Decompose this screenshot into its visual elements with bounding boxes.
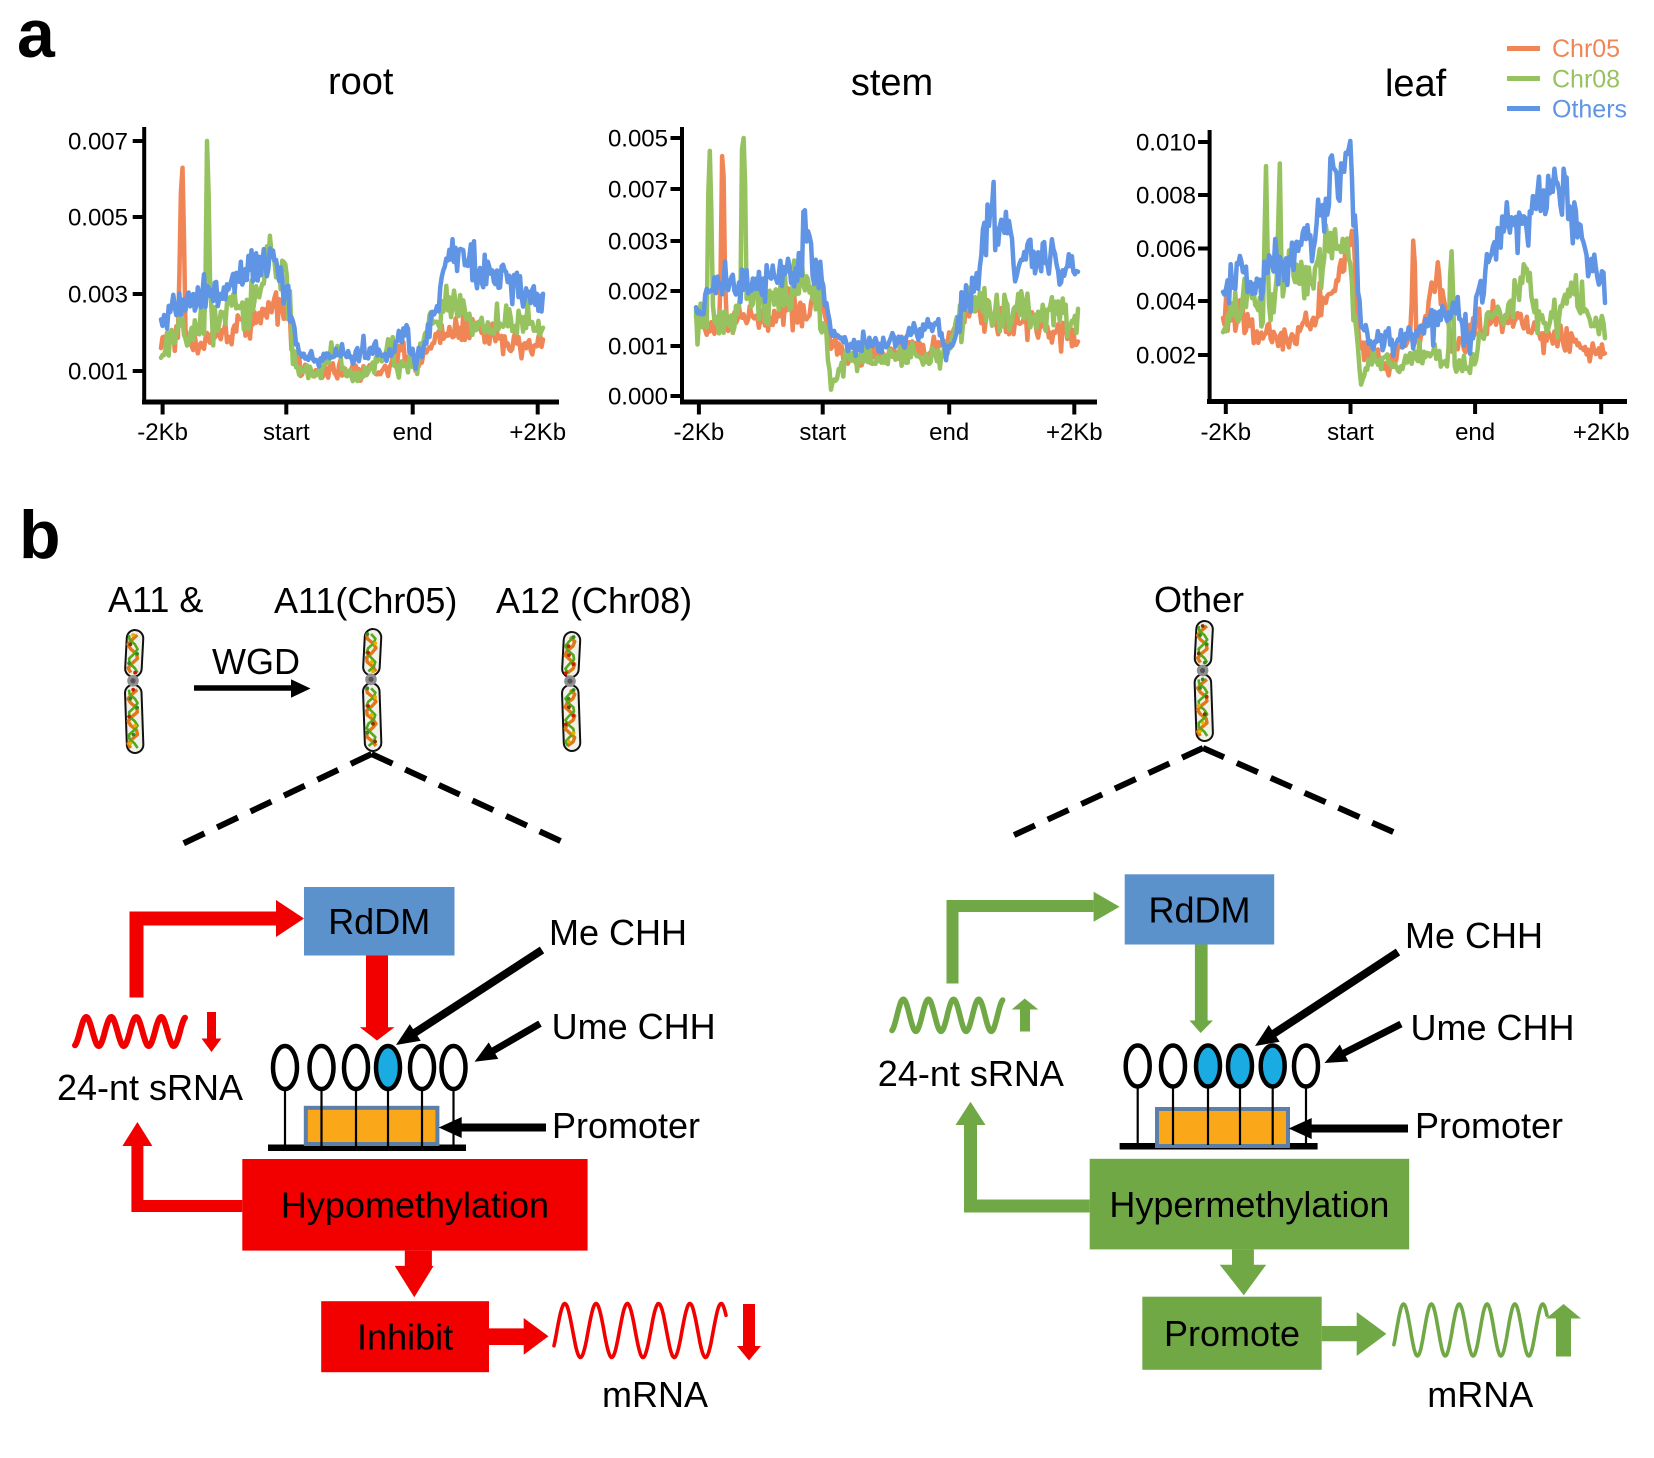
svg-text:Ume CHH: Ume CHH bbox=[552, 1006, 716, 1047]
svg-text:b: b bbox=[19, 497, 61, 573]
svg-text:Others: Others bbox=[1552, 96, 1627, 124]
svg-text:Me CHH: Me CHH bbox=[549, 912, 687, 953]
svg-text:0.002: 0.002 bbox=[1136, 343, 1196, 370]
svg-text:Other: Other bbox=[1154, 579, 1244, 620]
svg-text:Promoter: Promoter bbox=[552, 1105, 700, 1146]
svg-text:Promoter: Promoter bbox=[1415, 1105, 1563, 1146]
svg-text:stem: stem bbox=[851, 62, 933, 104]
svg-text:0.002: 0.002 bbox=[608, 279, 668, 306]
svg-text:end: end bbox=[393, 419, 433, 446]
svg-text:24-nt sRNA: 24-nt sRNA bbox=[878, 1053, 1064, 1094]
svg-text:Chr05: Chr05 bbox=[1552, 35, 1620, 63]
svg-text:Chr08: Chr08 bbox=[1552, 66, 1620, 94]
svg-text:root: root bbox=[328, 61, 394, 103]
svg-text:-2Kb: -2Kb bbox=[137, 419, 188, 446]
svg-text:0.005: 0.005 bbox=[608, 126, 668, 153]
svg-text:0.007: 0.007 bbox=[68, 129, 128, 156]
svg-text:A12 (Chr08): A12 (Chr08) bbox=[496, 580, 692, 621]
svg-text:WGD: WGD bbox=[212, 641, 300, 682]
svg-text:0.003: 0.003 bbox=[68, 282, 128, 309]
svg-text:A11 &: A11 & bbox=[108, 579, 203, 620]
svg-text:0.006: 0.006 bbox=[1136, 236, 1196, 263]
svg-text:start: start bbox=[1327, 419, 1374, 446]
svg-text:Hypermethylation: Hypermethylation bbox=[1109, 1184, 1389, 1225]
svg-text:end: end bbox=[1455, 419, 1495, 446]
svg-text:A11(Chr05): A11(Chr05) bbox=[274, 580, 457, 621]
svg-text:start: start bbox=[263, 419, 310, 446]
svg-text:0.005: 0.005 bbox=[68, 205, 128, 232]
svg-text:0.001: 0.001 bbox=[68, 359, 128, 386]
svg-text:Me CHH: Me CHH bbox=[1405, 915, 1543, 956]
svg-text:+2Kb: +2Kb bbox=[1046, 419, 1103, 446]
svg-text:24-nt sRNA: 24-nt sRNA bbox=[57, 1067, 243, 1108]
svg-text:0.008: 0.008 bbox=[1136, 183, 1196, 210]
svg-text:-2Kb: -2Kb bbox=[1200, 419, 1251, 446]
svg-text:RdDM: RdDM bbox=[328, 901, 430, 942]
svg-text:Promote: Promote bbox=[1164, 1313, 1300, 1354]
svg-text:mRNA: mRNA bbox=[1427, 1374, 1533, 1415]
svg-text:end: end bbox=[929, 419, 969, 446]
svg-text:+2Kb: +2Kb bbox=[1573, 419, 1630, 446]
svg-text:Inhibit: Inhibit bbox=[357, 1317, 453, 1358]
svg-text:start: start bbox=[799, 419, 846, 446]
svg-text:0.000: 0.000 bbox=[608, 384, 668, 411]
svg-text:a: a bbox=[17, 0, 56, 72]
svg-text:RdDM: RdDM bbox=[1148, 889, 1250, 930]
svg-text:0.003: 0.003 bbox=[608, 229, 668, 256]
svg-text:mRNA: mRNA bbox=[602, 1374, 708, 1415]
svg-text:Ume CHH: Ume CHH bbox=[1411, 1007, 1575, 1048]
svg-text:0.007: 0.007 bbox=[608, 177, 668, 204]
svg-text:leaf: leaf bbox=[1385, 63, 1447, 105]
svg-text:0.010: 0.010 bbox=[1136, 130, 1196, 157]
svg-text:+2Kb: +2Kb bbox=[509, 419, 566, 446]
svg-text:Hypomethylation: Hypomethylation bbox=[281, 1185, 549, 1226]
svg-text:0.004: 0.004 bbox=[1136, 289, 1196, 316]
svg-text:-2Kb: -2Kb bbox=[674, 419, 725, 446]
svg-text:0.001: 0.001 bbox=[608, 334, 668, 361]
